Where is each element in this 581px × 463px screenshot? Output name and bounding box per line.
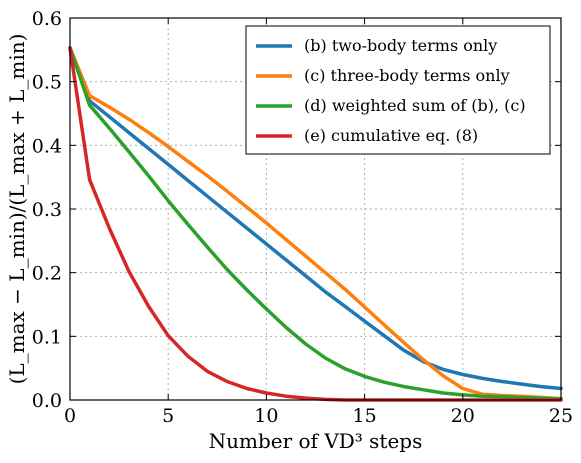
series-line-b	[68, 46, 563, 391]
legend-label: (d) weighted sum of (b), (c)	[304, 96, 526, 115]
series-line-d	[68, 46, 563, 401]
legend-box	[245, 25, 551, 155]
legend: (b) two-body terms only (c) three-body te…	[245, 25, 551, 155]
y-tick-label: 0.2	[32, 263, 62, 285]
series-line-c	[68, 46, 563, 401]
x-tick-label: 25	[549, 405, 573, 427]
x-axis-label: Number of VD³ steps	[209, 429, 423, 453]
x-tick-label: 0	[64, 405, 76, 427]
y-tick-label: 0.1	[32, 326, 62, 348]
x-tick-label: 10	[254, 405, 278, 427]
legend-label: (b) two-body terms only	[304, 36, 497, 55]
x-tick-label: 15	[353, 405, 377, 427]
y-tick-label: 0.3	[32, 199, 62, 221]
y-tick-label: 0.5	[32, 72, 62, 94]
y-tick-label: 0.6	[32, 8, 62, 30]
y-axis-label: (L_max − L_min)/(L_max + L_min)	[5, 34, 29, 385]
y-tick-label: 0.4	[32, 135, 62, 157]
x-tick-label: 20	[451, 405, 475, 427]
x-tick-label: 5	[162, 405, 174, 427]
axis-ticks: 0 5 10 15 20 25 0.0 0.1 0.2 0.3 0.4 0.5 0.6	[32, 8, 573, 427]
y-tick-label: 0.0	[32, 390, 62, 412]
legend-label: (e) cumulative eq. (8)	[304, 126, 478, 145]
legend-label: (c) three-body terms only	[304, 66, 510, 85]
